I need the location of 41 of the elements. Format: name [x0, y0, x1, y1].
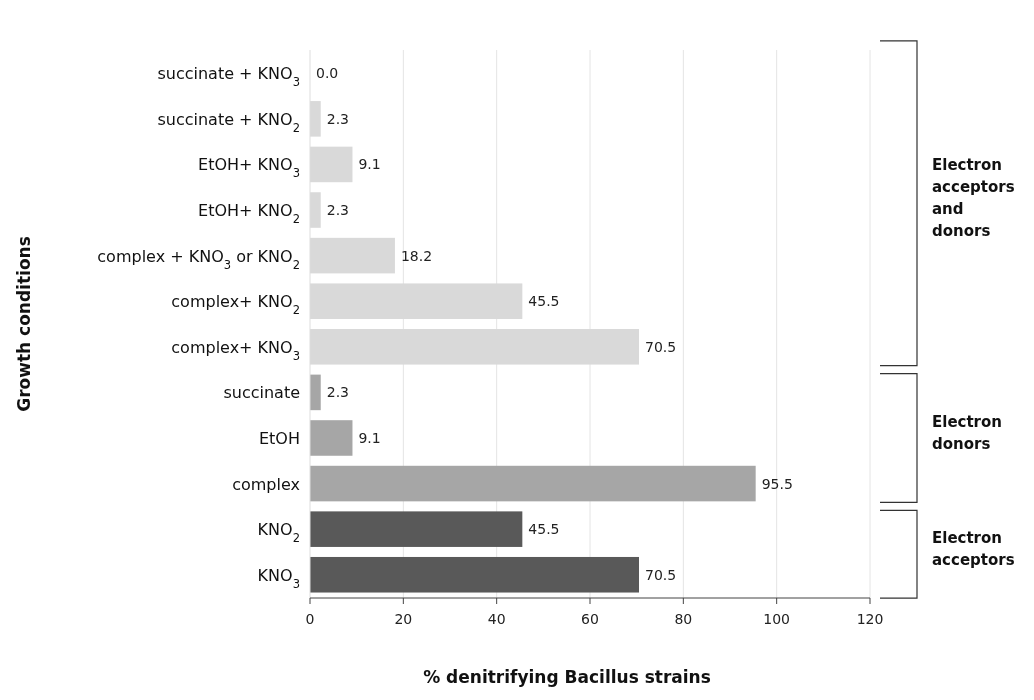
- y-tick-label: KNO$_{2}$: [257, 520, 300, 546]
- x-tick-label: 120: [856, 611, 884, 627]
- y-tick-label: succinate + KNO$_{2}$: [157, 109, 300, 135]
- data-label: 45.5: [528, 293, 560, 310]
- y-tick-label: EtOH: [258, 428, 300, 448]
- x-tick-label: 60: [581, 611, 599, 627]
- bar: [310, 465, 756, 502]
- bar: [310, 420, 353, 456]
- bar: [310, 556, 639, 593]
- y-tick-label: complex+ KNO$_{3}$: [171, 337, 300, 363]
- y-tick-label: EtOH+ KNO$_{3}$: [198, 155, 300, 181]
- text: Electron acceptors: [932, 529, 1015, 570]
- data-label: 2.3: [326, 384, 349, 401]
- x-tick-label: 20: [394, 611, 413, 627]
- y-axis-title: Growth conditions: [14, 236, 34, 412]
- y-tick-label: complex: [232, 474, 300, 494]
- data-label: 70.5: [645, 566, 677, 583]
- y-tick-label: complex+ KNO$_{2}$: [171, 292, 300, 318]
- data-label: 18.2: [400, 247, 433, 264]
- bar: [310, 374, 321, 411]
- y-tick-label: EtOH+ KNO$_{2}$: [198, 201, 300, 227]
- bar: [310, 511, 523, 547]
- data-label: 70.5: [645, 338, 677, 355]
- data-label: 2.3: [326, 110, 349, 127]
- data-label: 9.1: [358, 429, 381, 446]
- text: Electron donors: [932, 412, 1003, 453]
- y-tick-label: complex + KNO$_{3}$ or KNO$_{2}$: [97, 246, 300, 272]
- data-label: 95.5: [761, 475, 793, 492]
- x-tick-label: 80: [674, 611, 693, 627]
- data-label: 9.1: [358, 156, 381, 173]
- data-label: 0.0: [316, 65, 339, 82]
- y-tick-label: succinate: [223, 383, 300, 403]
- x-tick-label: 40: [487, 611, 506, 627]
- x-tick-label: 0: [305, 611, 315, 627]
- data-label: 2.3: [326, 202, 349, 219]
- text: Electron acceptors and donors: [932, 156, 1015, 241]
- x-axis-title: % denitrifying Bacillus strains: [423, 667, 711, 687]
- y-tick-label: KNO$_{3}$: [257, 565, 300, 591]
- y-tick-label: succinate + KNO$_{3}$: [157, 64, 300, 90]
- x-tick-label: 100: [763, 611, 791, 627]
- data-label: 45.5: [528, 521, 560, 538]
